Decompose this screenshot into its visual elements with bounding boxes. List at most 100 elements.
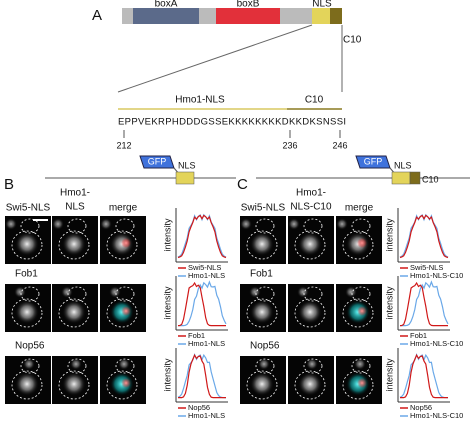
- cell-outline: [67, 358, 87, 374]
- sequence: EPPVEKRPHDDDGSSEKKKKKKKKDKKDKSNSSI: [118, 117, 346, 128]
- profile-curve: [178, 280, 227, 327]
- cell-outline: [246, 298, 278, 328]
- cell-outline: [351, 358, 371, 374]
- cell-outline: [303, 218, 323, 234]
- cell-outline: [20, 218, 40, 234]
- profile-curve: [399, 281, 448, 327]
- zoom-line: [117, 24, 313, 93]
- signal: [15, 232, 39, 256]
- legend-label: Nop56: [410, 403, 432, 412]
- domain-linker: [280, 8, 312, 24]
- construct-label: NLS: [178, 160, 196, 170]
- column-header: NLS: [65, 202, 85, 213]
- legend-label: Hmo1-NLS-C10: [410, 271, 463, 280]
- construct-part: [175, 171, 195, 185]
- signal: [357, 378, 367, 388]
- legend-label: Hmo1-NLS: [188, 411, 225, 420]
- construct-label: C10: [422, 174, 439, 184]
- position-label: 212: [116, 140, 131, 150]
- construct-part: [391, 171, 411, 185]
- cell-outline: [351, 218, 371, 234]
- signal: [250, 300, 274, 324]
- signal: [288, 218, 300, 230]
- signal: [23, 358, 35, 370]
- y-axis-label: intensity: [162, 218, 172, 252]
- signal: [250, 372, 274, 396]
- cell-outline: [11, 298, 43, 328]
- cell-outline: [255, 358, 275, 374]
- signal: [357, 238, 367, 248]
- cell-outline: [246, 370, 278, 400]
- signal: [100, 218, 112, 230]
- profile-curve: [400, 353, 448, 399]
- signal: [118, 358, 130, 370]
- cell-outline: [11, 370, 43, 400]
- column-header: Hmo1-: [60, 188, 90, 199]
- domain-linker: [122, 8, 133, 24]
- profile-curve: [177, 281, 226, 327]
- construct-part: [409, 171, 421, 185]
- cell-outline: [67, 286, 87, 302]
- domain-label: C10: [343, 35, 362, 46]
- profile-curve: [177, 213, 227, 258]
- signal: [52, 218, 64, 230]
- y-axis-label: intensity: [162, 358, 172, 392]
- cell-outline: [255, 218, 275, 234]
- cell-outline: [255, 286, 275, 302]
- cell-outline: [115, 286, 135, 302]
- column-header: NLS-C10: [290, 202, 332, 213]
- cell-outline: [294, 230, 326, 260]
- segment-label: C10: [305, 95, 324, 106]
- panel-label: A: [92, 7, 102, 24]
- profile-curve: [177, 214, 227, 259]
- legend-label: Swi5-NLS: [410, 263, 443, 272]
- signal: [298, 300, 322, 324]
- signal: [306, 358, 318, 370]
- domain-linker: [199, 8, 216, 24]
- cell-outline: [58, 298, 90, 328]
- cell-outline: [106, 370, 138, 400]
- profile-curve: [178, 353, 226, 399]
- signal: [249, 286, 261, 298]
- signal: [298, 372, 322, 396]
- signal: [297, 286, 309, 298]
- legend-label: Hmo1-NLS-C10: [410, 411, 463, 420]
- signal: [62, 232, 86, 256]
- cell-outline: [294, 370, 326, 400]
- gfp-label: GFP: [364, 156, 383, 166]
- gfp-label: GFP: [148, 156, 167, 166]
- cell-outline: [351, 286, 371, 302]
- cell-outline: [106, 298, 138, 328]
- panel-label: B: [4, 176, 14, 193]
- domain-label: boxB: [237, 0, 260, 10]
- cell-outline: [20, 358, 40, 374]
- cell-outline: [115, 358, 135, 374]
- signal: [298, 232, 322, 256]
- signal: [5, 218, 17, 230]
- cell-outline: [67, 218, 87, 234]
- segment-label: Hmo1-NLS: [175, 95, 225, 106]
- cell-outline: [115, 218, 135, 234]
- cell-outline: [303, 286, 323, 302]
- position-label: 236: [282, 140, 297, 150]
- position-label: 246: [332, 140, 347, 150]
- profile-curve: [399, 213, 449, 258]
- legend-label: Hmo1-NLS: [188, 339, 225, 348]
- row-label: Fob1: [250, 269, 273, 280]
- signal: [345, 286, 357, 298]
- cell-outline: [303, 358, 323, 374]
- y-axis-label: intensity: [384, 218, 394, 252]
- signal: [357, 306, 367, 316]
- signal: [121, 306, 131, 316]
- y-axis-label: intensity: [384, 358, 394, 392]
- signal: [14, 286, 26, 298]
- domain-nls: [312, 8, 330, 24]
- column-header: Swi5-NLS: [6, 203, 51, 214]
- cell-outline: [20, 286, 40, 302]
- domain-c10: [330, 8, 342, 24]
- profile-curve: [399, 214, 449, 259]
- construct-label: NLS: [394, 160, 412, 170]
- y-axis-label: intensity: [384, 286, 394, 320]
- legend-label: Nop56: [188, 403, 210, 412]
